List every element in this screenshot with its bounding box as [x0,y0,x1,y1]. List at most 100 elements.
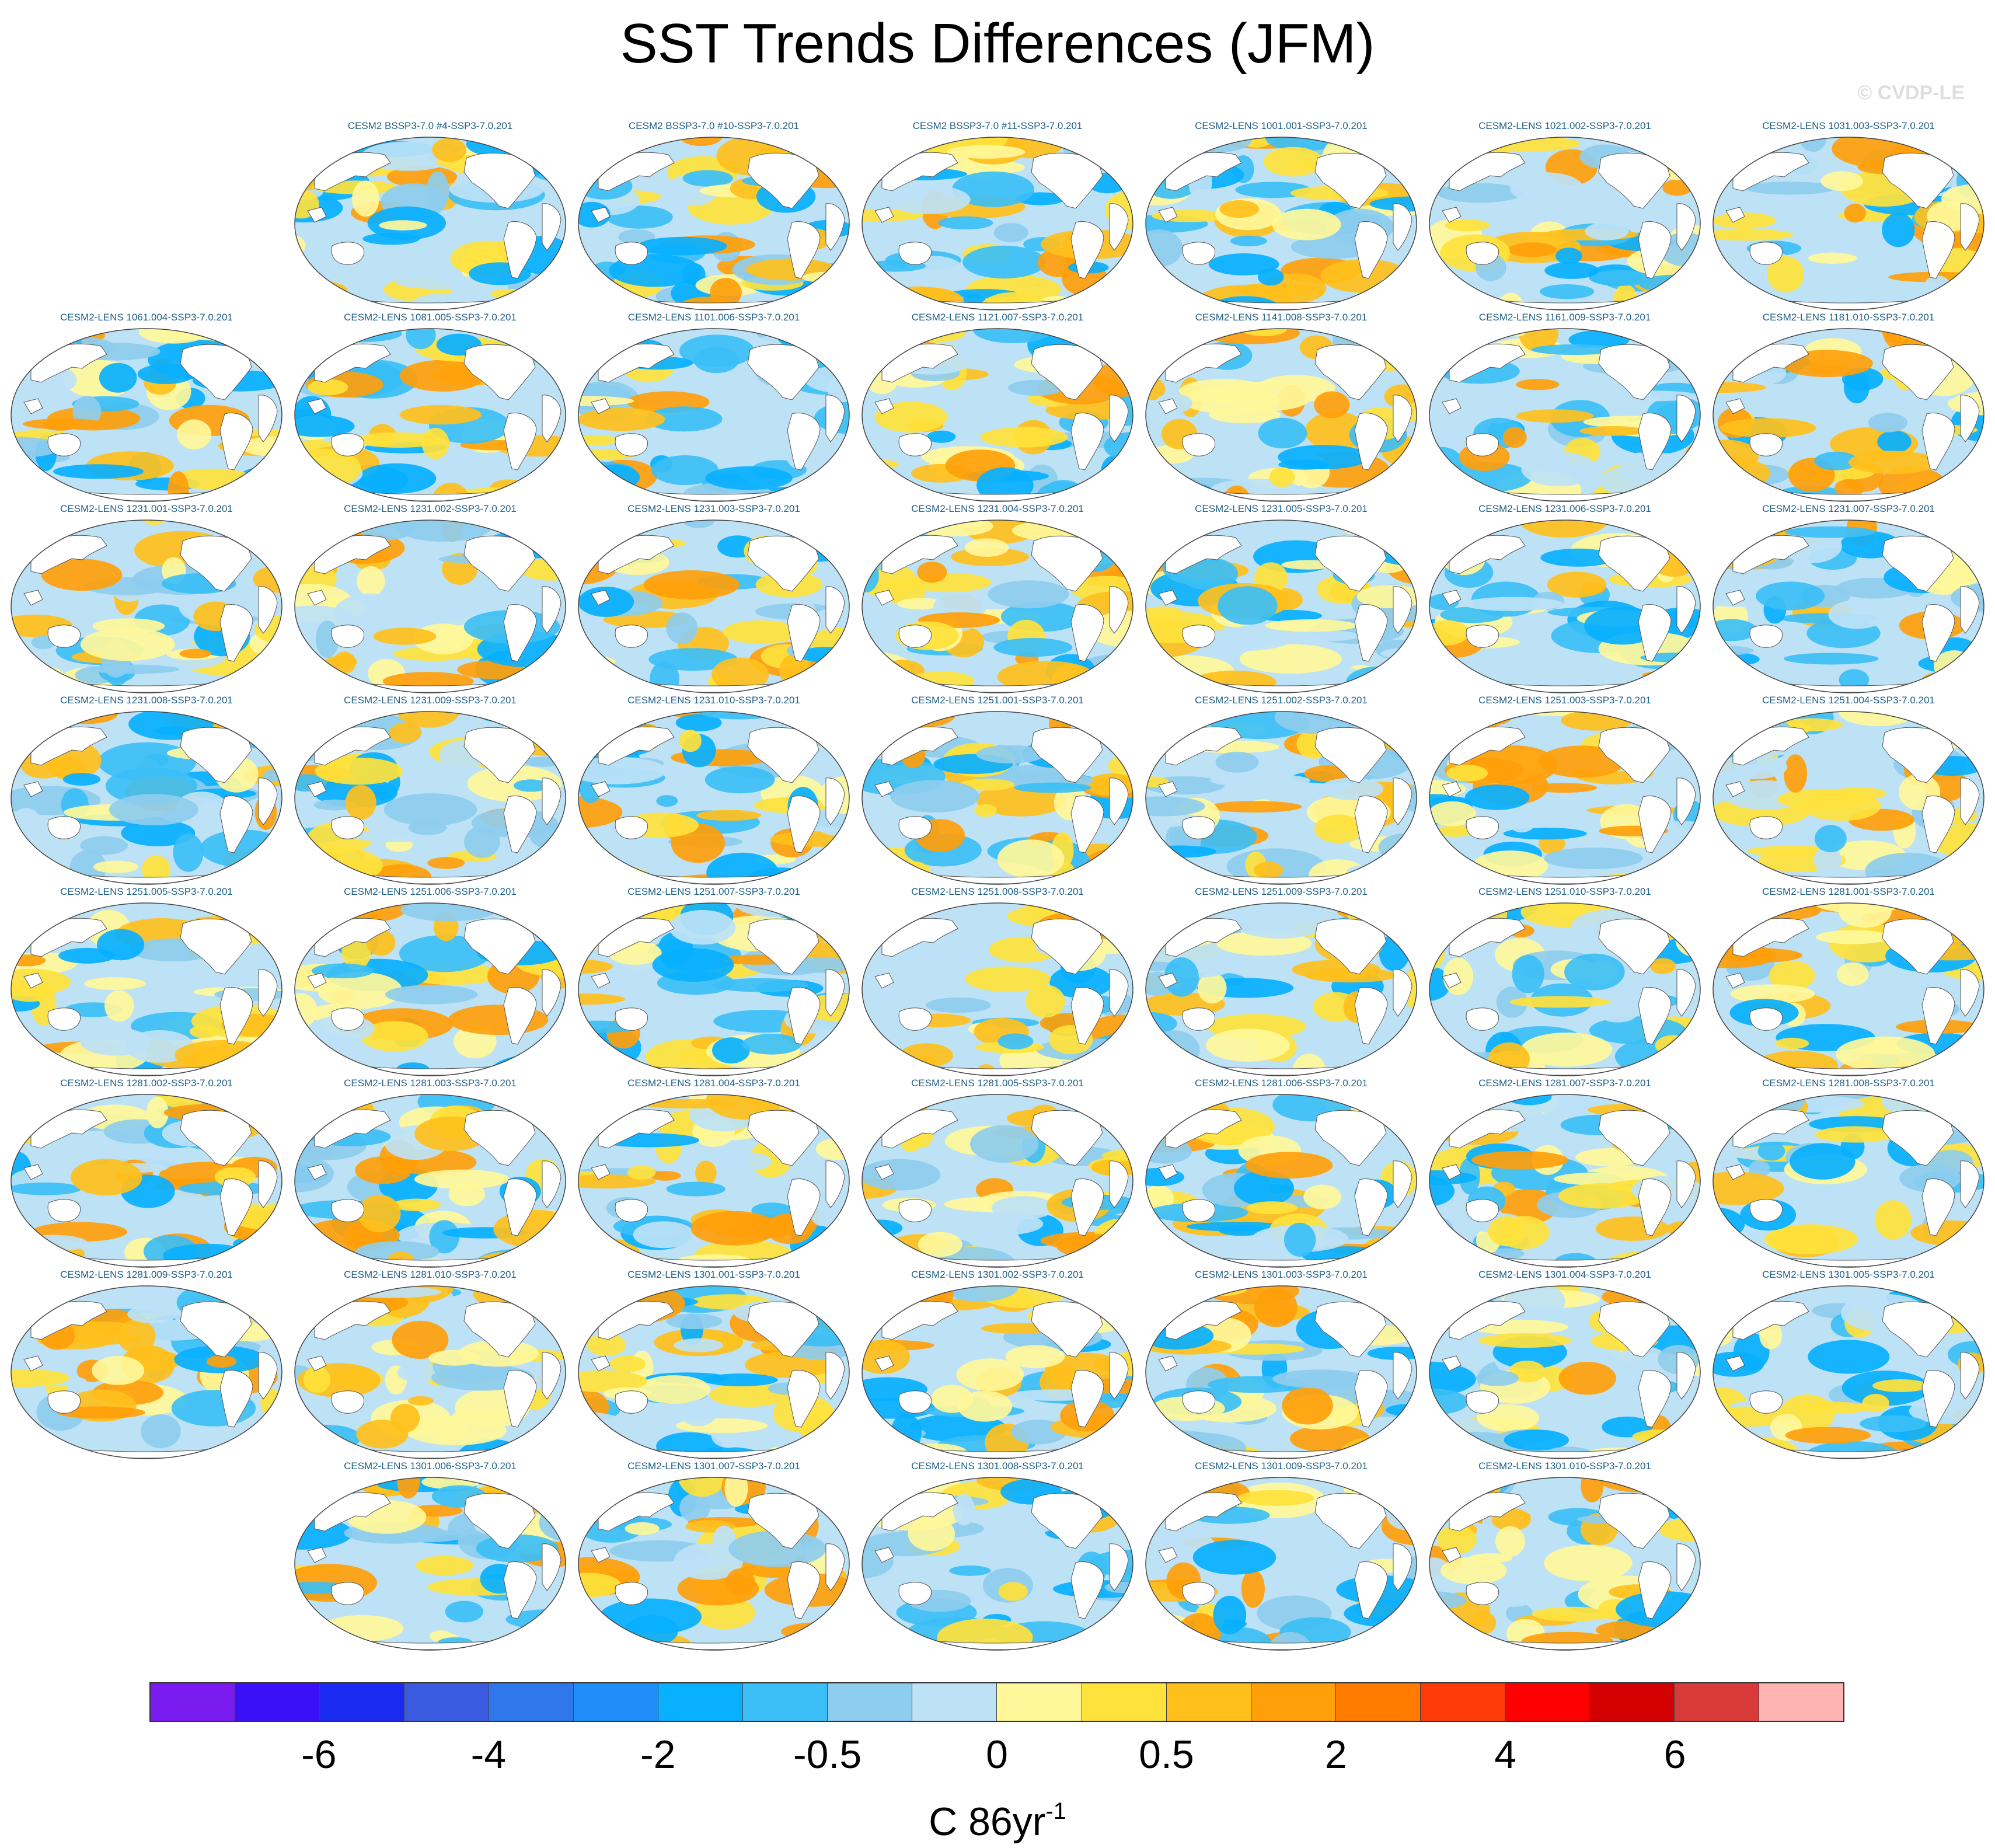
globe-map [11,1285,282,1459]
panel-title: CESM2-LENS 1301.007-SSP3-7.0.201 [627,1460,800,1472]
panel-title: CESM2-LENS 1121.007-SSP3-7.0.201 [911,312,1084,323]
globe-map [578,711,850,885]
map-panel: CESM2-LENS 1141.008-SSP3-7.0.201 [1142,311,1420,504]
colorbar-box [1420,1683,1505,1721]
map-panel: CESM2-LENS 1301.006-SSP3-7.0.201 [291,1460,569,1652]
colorbar-tick-label: 0.5 [1139,1732,1194,1777]
map-panel: CESM2-LENS 1231.010-SSP3-7.0.201 [575,694,853,887]
map-panel: CESM2-LENS 1251.002-SSP3-7.0.201 [1142,694,1420,887]
map-panel: CESM2-LENS 1231.008-SSP3-7.0.201 [8,694,285,887]
map-panel: CESM2-LENS 1231.009-SSP3-7.0.201 [291,694,569,887]
globe-map [862,519,1133,693]
colorbar-box [1082,1683,1167,1721]
map-panel: CESM2-LENS 1301.007-SSP3-7.0.201 [575,1460,853,1652]
globe-map [1145,519,1417,693]
globe-map [862,711,1133,885]
map-panel: CESM2-LENS 1231.001-SSP3-7.0.201 [8,503,285,695]
map-panel: CESM2-LENS 1281.001-SSP3-7.0.201 [1710,885,1987,1078]
globe-map [1429,1285,1701,1459]
panel-title: CESM2 BSSP3-7.0 #10-SSP3-7.0.201 [629,120,799,131]
globe-map [578,902,850,1076]
panel-title: CESM2-LENS 1251.003-SSP3-7.0.201 [1478,695,1651,706]
panel-title: CESM2-LENS 1281.004-SSP3-7.0.201 [627,1078,800,1089]
map-panel: CESM2-LENS 1251.003-SSP3-7.0.201 [1426,694,1704,887]
colorbar-box [1251,1683,1336,1721]
map-panel: CESM2-LENS 1301.003-SSP3-7.0.201 [1142,1268,1420,1461]
globe-map [1713,1094,1984,1268]
map-panel: CESM2-LENS 1161.009-SSP3-7.0.201 [1426,311,1704,504]
panel-title: CESM2-LENS 1251.010-SSP3-7.0.201 [1478,886,1651,897]
globe-map [11,328,282,502]
panel-title: CESM2-LENS 1231.005-SSP3-7.0.201 [1195,503,1368,514]
colorbar-tick-label: 2 [1324,1732,1347,1777]
globe-map [294,328,566,502]
globe-map [294,1285,566,1459]
map-panel: CESM2-LENS 1021.002-SSP3-7.0.201 [1426,120,1704,312]
colorbar-box [1589,1683,1675,1721]
panel-title: CESM2-LENS 1231.003-SSP3-7.0.201 [627,503,800,514]
panel-title: CESM2-LENS 1081.005-SSP3-7.0.201 [344,312,517,323]
panel-title: CESM2-LENS 1251.009-SSP3-7.0.201 [1195,886,1368,897]
globe-map [1145,137,1417,311]
map-panel: CESM2 BSSP3-7.0 #10-SSP3-7.0.201 [575,120,853,312]
globe-map [1145,1285,1417,1459]
map-panel: CESM2-LENS 1251.008-SSP3-7.0.201 [859,885,1136,1078]
colorbar-tick-label: 0 [986,1732,1008,1777]
colorbar-tick-label: -4 [470,1732,507,1777]
map-panel: CESM2-LENS 1101.006-SSP3-7.0.201 [575,311,853,504]
panel-title: CESM2-LENS 1231.010-SSP3-7.0.201 [627,695,800,706]
map-panel: CESM2-LENS 1281.005-SSP3-7.0.201 [859,1077,1136,1270]
panel-title: CESM2-LENS 1141.008-SSP3-7.0.201 [1195,312,1368,323]
panel-title: CESM2-LENS 1231.007-SSP3-7.0.201 [1762,503,1935,514]
panel-title: CESM2-LENS 1181.010-SSP3-7.0.201 [1762,312,1935,323]
globe-map [1429,1477,1701,1651]
map-panel: CESM2-LENS 1031.003-SSP3-7.0.201 [1710,120,1987,312]
panel-title: CESM2-LENS 1231.002-SSP3-7.0.201 [344,503,517,514]
panel-title: CESM2-LENS 1101.006-SSP3-7.0.201 [627,312,800,323]
colorbar-box [1505,1683,1590,1721]
panel-title: CESM2-LENS 1301.005-SSP3-7.0.201 [1762,1269,1935,1280]
map-panel: CESM2-LENS 1231.004-SSP3-7.0.201 [859,503,1136,695]
panel-title: CESM2-LENS 1251.005-SSP3-7.0.201 [60,886,233,897]
colorbar-box [1759,1683,1843,1721]
globe-map [1713,328,1984,502]
globe-map [11,902,282,1076]
panel-title: CESM2-LENS 1251.008-SSP3-7.0.201 [911,886,1084,897]
panel-title: CESM2 BSSP3-7.0 #4-SSP3-7.0.201 [347,120,513,131]
colorbar-tick-label: -0.5 [793,1732,862,1777]
panel-title: CESM2-LENS 1061.004-SSP3-7.0.201 [60,312,233,323]
colorbar-box [997,1683,1082,1721]
panel-title: CESM2-LENS 1281.006-SSP3-7.0.201 [1195,1078,1368,1089]
colorbar-box [828,1683,913,1721]
colorbar-tick-label: 4 [1494,1732,1517,1777]
panel-title: CESM2-LENS 1301.004-SSP3-7.0.201 [1478,1269,1651,1280]
map-panel: CESM2-LENS 1301.010-SSP3-7.0.201 [1426,1460,1704,1652]
map-panel: CESM2-LENS 1301.008-SSP3-7.0.201 [859,1460,1136,1652]
globe-map [578,519,850,693]
map-panel: CESM2-LENS 1251.001-SSP3-7.0.201 [859,694,1136,887]
colorbar-box [489,1683,574,1721]
globe-map [578,1094,850,1268]
globe-map [862,1094,1133,1268]
panel-title: CESM2-LENS 1021.002-SSP3-7.0.201 [1478,120,1651,131]
panel-title: CESM2-LENS 1281.007-SSP3-7.0.201 [1478,1078,1651,1089]
globe-map [294,711,566,885]
globe-map [1145,1477,1417,1651]
colorbar-tick-label: -2 [640,1732,676,1777]
globe-map [294,1094,566,1268]
globe-map [862,902,1133,1076]
globe-map [578,328,850,502]
panel-title: CESM2-LENS 1281.001-SSP3-7.0.201 [1762,886,1935,897]
map-panel: CESM2-LENS 1061.004-SSP3-7.0.201 [8,311,285,504]
map-panel: CESM2-LENS 1081.005-SSP3-7.0.201 [291,311,569,504]
map-panel: CESM2-LENS 1121.007-SSP3-7.0.201 [859,311,1136,504]
colorbar-box [1335,1683,1421,1721]
globe-map [294,1477,566,1651]
colorbar-units: C 86yr-1 [0,1785,1995,1848]
globe-map [1145,711,1417,885]
panel-title: CESM2-LENS 1231.009-SSP3-7.0.201 [344,695,517,706]
globe-map [294,137,566,311]
panel-title: CESM2-LENS 1251.004-SSP3-7.0.201 [1762,695,1935,706]
map-panel: CESM2-LENS 1281.004-SSP3-7.0.201 [575,1077,853,1270]
globe-map [11,1094,282,1268]
